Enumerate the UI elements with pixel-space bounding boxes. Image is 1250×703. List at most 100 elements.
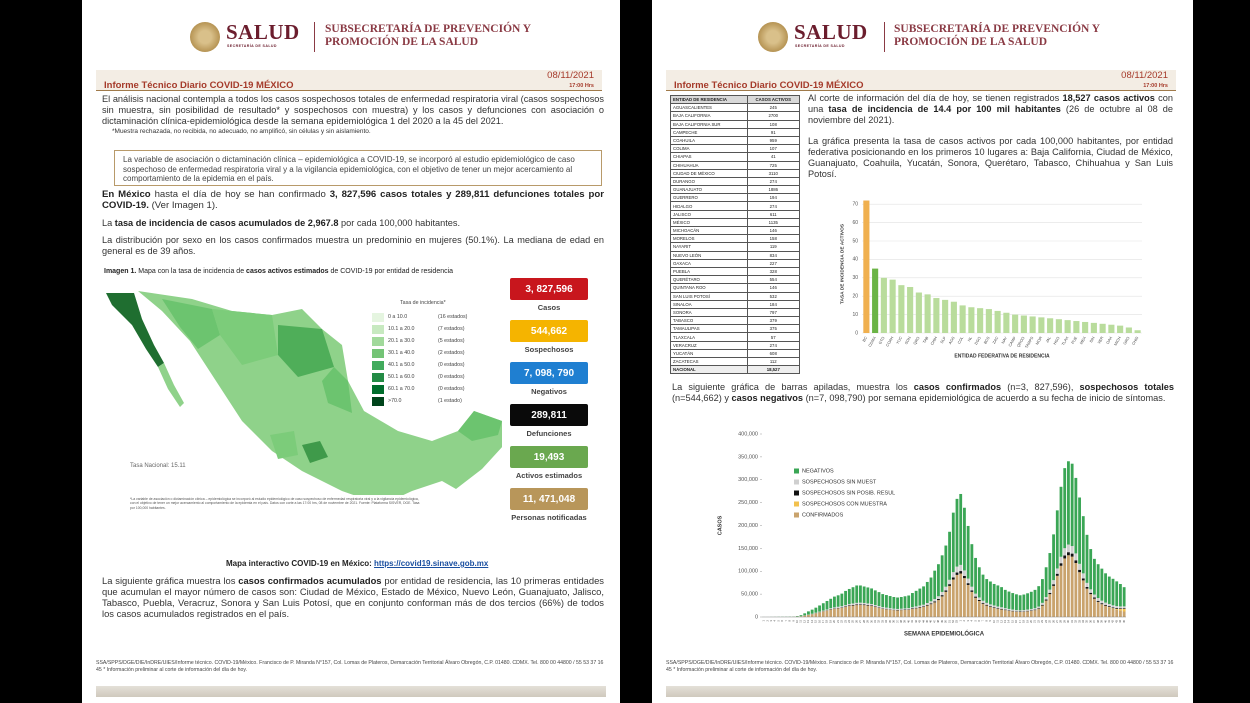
- bar-segment: [851, 603, 855, 605]
- table-row: COLIMA 107: [670, 144, 801, 154]
- bar-segment: [903, 596, 907, 609]
- x-tick-label: 8: [788, 619, 792, 621]
- x-tick-label: QRO: [913, 336, 921, 346]
- bar-segment: [877, 606, 881, 608]
- y-tick-label: 40: [852, 257, 858, 263]
- bar-segment: [1067, 552, 1070, 556]
- map-footnote: *La variable de asociación o dictaminaci…: [130, 497, 420, 510]
- x-tick-label: 1: [762, 619, 766, 621]
- bar-segment: [977, 599, 981, 601]
- table-cell: AGUASCALIENTES: [670, 103, 748, 113]
- bar-segment: [873, 605, 877, 607]
- bar-segment: [1096, 598, 1100, 601]
- bar: [959, 305, 966, 333]
- bar-segment: [918, 588, 922, 606]
- bar: [880, 277, 887, 333]
- footer-band: [666, 686, 1178, 697]
- bar-segment: [933, 570, 937, 600]
- bar-segment: [914, 608, 918, 617]
- bar-segment: [855, 605, 859, 617]
- bar: [872, 268, 879, 333]
- bar-segment: [1029, 610, 1033, 611]
- bar-segment: [914, 607, 918, 609]
- table-cell: 1886: [746, 185, 801, 195]
- bar-segment: [1093, 558, 1096, 595]
- y-tick-label: 70: [852, 202, 858, 208]
- bar-segment: [996, 608, 1000, 609]
- bar-segment: [966, 525, 970, 579]
- x-tick-label: SON: [904, 336, 912, 345]
- stacked-intro: La siguiente gráfica de barras apiladas,…: [672, 382, 1174, 404]
- x-tick-label: 13: [1003, 619, 1007, 622]
- legend-label: NEGATIVOS: [802, 468, 834, 474]
- table-cell: QUERÉTARO: [670, 275, 748, 285]
- bar-segment: [1033, 589, 1037, 609]
- x-tick-label: 50: [944, 619, 948, 622]
- active-text: Al corte de información del día de hoy, …: [808, 93, 1173, 126]
- bar-segment: [836, 595, 840, 607]
- x-tick-label: 31: [873, 619, 877, 622]
- bar-segment: [966, 578, 970, 584]
- bar: [1125, 327, 1132, 333]
- closing-text: La siguiente gráfica muestra los casos c…: [102, 575, 604, 619]
- table-cell: CAMPECHE: [670, 127, 748, 137]
- bar-segment: [844, 606, 847, 607]
- x-tick-label: 23: [843, 619, 847, 622]
- image-caption: Imagen 1. Mapa con la tasa de incidencia…: [104, 268, 453, 275]
- bar-segment: [1078, 572, 1081, 617]
- state-shape: [106, 293, 164, 367]
- legend-row: 50.1 a 60.0 (0 estados): [372, 371, 492, 383]
- table-row: MICHOACÁN 146: [670, 225, 801, 236]
- x-tick-label: 48: [936, 619, 940, 622]
- bar-segment: [862, 605, 866, 617]
- x-tick-label: 41: [910, 619, 914, 622]
- bar-segment: [996, 585, 1000, 607]
- bar-segment: [1111, 608, 1115, 617]
- text-run: casos confirmados acumulados: [238, 575, 382, 586]
- x-tick-label: 29: [866, 619, 870, 622]
- bar-segment: [937, 600, 940, 617]
- bar-segment: [847, 606, 851, 617]
- bar-segment: [825, 610, 829, 617]
- bar: [924, 294, 931, 333]
- bar-segment: [981, 600, 985, 603]
- x-axis-label: SEMANA EPIDEMIOLÓGICA: [904, 630, 985, 638]
- table-cell: 119: [746, 242, 801, 252]
- bar-segment: [1044, 567, 1048, 598]
- bar-segment: [851, 604, 855, 606]
- stat-column: 3, 827,596 Casos 544,662 Sospechosos 7, 098,…: [510, 278, 588, 522]
- x-tick-label: 19: [828, 619, 832, 622]
- bar-segment: [847, 588, 851, 605]
- x-tick-label: MEX: [1079, 336, 1087, 346]
- bar-segment: [940, 591, 944, 596]
- legend-count: (7 estados): [438, 326, 465, 332]
- table-cell: 532: [746, 291, 801, 301]
- table-cell: ZACATECAS: [670, 356, 748, 367]
- legend-swatch: [794, 501, 799, 507]
- stat-value: 19,493: [510, 446, 588, 468]
- bar-segment: [873, 590, 877, 606]
- table-cell: COLIMA: [670, 144, 748, 154]
- bar-segment: [825, 609, 829, 611]
- bar-segment: [911, 608, 914, 617]
- stat-value: 289,811: [510, 404, 588, 426]
- table-cell: 112: [746, 356, 801, 367]
- x-tick-label: HGO: [1053, 336, 1061, 346]
- bar-segment: [851, 605, 855, 617]
- x-tick-label: 17: [821, 619, 825, 622]
- x-tick-label: 16: [817, 619, 821, 622]
- bar-segment: [944, 591, 948, 617]
- bar-segment: [1026, 611, 1029, 617]
- bar-segment: [925, 603, 929, 605]
- state-shape: [212, 309, 278, 365]
- bar-segment: [955, 498, 959, 567]
- bar-segment: [1119, 610, 1122, 617]
- bar-segment: [862, 586, 866, 603]
- footer-band: [96, 686, 606, 697]
- bar-segment: [955, 572, 959, 575]
- bar-segment: [859, 602, 862, 605]
- link-url[interactable]: https://covid19.sinave.gob.mx: [374, 559, 489, 568]
- table-cell: CIUDAD DE MÉXICO: [670, 168, 748, 178]
- text-run: En México: [102, 189, 151, 200]
- stat-label: Activos estimados: [515, 471, 583, 480]
